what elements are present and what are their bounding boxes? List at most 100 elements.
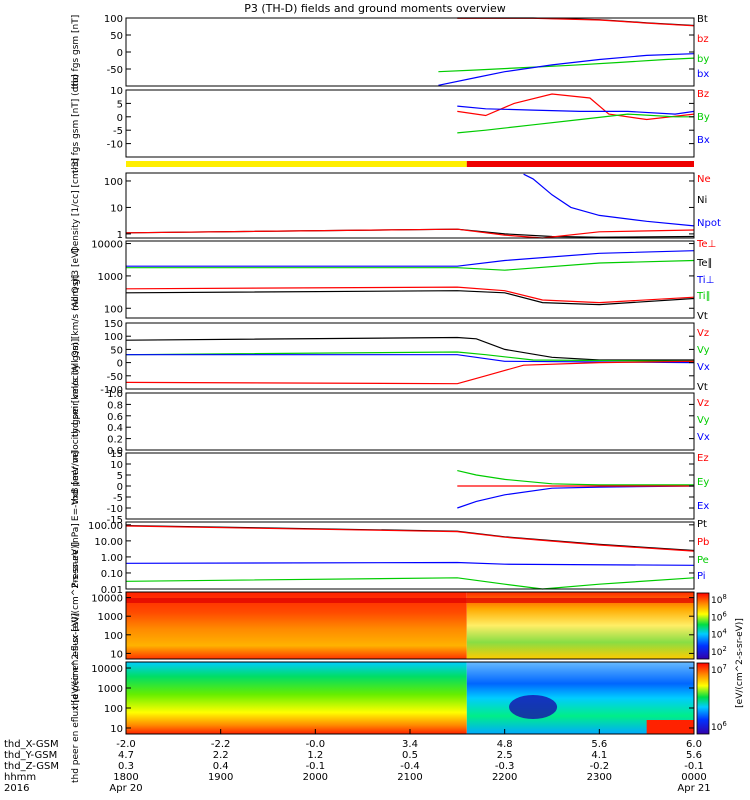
y-tick-label: 0 (117, 359, 123, 370)
ion-spectrogram-after (466, 592, 694, 659)
footer-row-label: 2016 (4, 783, 29, 794)
legend-entry: Pe (697, 555, 709, 566)
series-line-2-0 (125, 228, 695, 238)
y-axis-label: thd fgs gsm [nT] (71, 15, 81, 90)
footer-value: 4.8 (497, 739, 513, 750)
legend-entry: Pb (697, 537, 709, 548)
footer-value: 0.5 (402, 750, 418, 761)
series-line-4-3 (125, 360, 695, 385)
legend-entry: Vy (697, 345, 710, 356)
x-tick-label: 2200 (492, 772, 517, 783)
y-tick-label: 100 (104, 332, 123, 343)
y-tick-label: 0 (117, 48, 123, 59)
series-line-3-0 (126, 250, 695, 267)
y-tick-label: 5 (117, 99, 123, 110)
y-tick-label: 1 (117, 230, 123, 241)
series-line-4-2 (126, 354, 695, 364)
y-tick-label: -15 (107, 515, 123, 526)
footer-value: 6.0 (686, 739, 702, 750)
series-line-7-1 (125, 525, 695, 552)
series-line-3-1 (126, 259, 695, 271)
y-axis-label: thd peer velocity gsm [km/s (All Qs)] (71, 339, 81, 505)
legend-entry: Bx (697, 135, 710, 146)
series-line-3-2 (125, 286, 695, 304)
legend-entry: Pt (697, 519, 707, 530)
y-tick-label: 10 (110, 203, 123, 214)
y-tick-label: 5 (117, 471, 123, 482)
series-line-7-3 (125, 577, 695, 590)
y-tick-label: 0.6 (107, 412, 123, 423)
ion-spectrogram-band (126, 598, 694, 603)
series-line-4-0 (125, 336, 694, 361)
y-tick-label: 100 (104, 704, 123, 715)
y-tick-label: 0.4 (107, 423, 123, 434)
y-tick-label: 50 (110, 31, 123, 42)
panel-frame (125, 322, 695, 390)
y-tick-label: -50 (107, 372, 123, 383)
legend-entry: Te⊥ (696, 239, 716, 250)
colorbar-tick-label: 106 (711, 610, 727, 623)
y-tick-label: 50 (110, 345, 123, 356)
y-axis-label: Density [1/cc] [cm-3] (71, 158, 81, 253)
state-bar-yellow (126, 161, 467, 167)
colorbar (696, 662, 710, 735)
y-axis-label: thd peir en eflux [eV/(cm^2-s-sr-eV)] (71, 542, 81, 709)
footer-value: 5.6 (686, 750, 702, 761)
footer-value: -0.0 (306, 739, 326, 750)
y-tick-label: 0.2 (107, 435, 123, 446)
legend-entry: Vx (697, 432, 710, 443)
legend-entry: by (697, 54, 709, 65)
y-axis-label: E=-VxB [mV/m] (71, 451, 81, 521)
y-tick-label: 10 (110, 649, 123, 660)
colorbar-tick-label: 106 (711, 720, 727, 733)
y-tick-label: 10 (110, 86, 123, 97)
series-line-4-1 (125, 351, 695, 362)
legend-entry: By (697, 112, 710, 123)
legend-entry: Ti∥ (696, 291, 711, 302)
legend-entry: Npot (697, 218, 721, 229)
panel-frame (125, 17, 695, 87)
y-tick-label: 100 (104, 177, 123, 188)
legend-entry: Ni (697, 195, 707, 206)
y-tick-label: 100 (104, 304, 123, 315)
series-line-7-0 (125, 525, 695, 552)
y-tick-label: 100.00 (88, 521, 123, 532)
ion-spectrogram-before (126, 592, 467, 659)
footer-value: 2.2 (213, 750, 229, 761)
y-tick-label: 10000 (91, 664, 123, 675)
legend-entry: Pi (697, 571, 706, 582)
y-tick-label: 1000 (98, 612, 123, 623)
footer-value: -0.2 (590, 761, 610, 772)
legend-entry: Ey (697, 477, 709, 488)
footer-value: -0.4 (400, 761, 420, 772)
series-line-1-1 (457, 113, 694, 134)
legend-entry: Vy (697, 415, 710, 426)
y-tick-label: 0 (117, 482, 123, 493)
panel-frame (125, 89, 695, 158)
y-axis-label: thd peir velocity gsm [km/s (All Qs)] (71, 275, 81, 438)
series-line-1-0 (457, 93, 695, 121)
series-line-6-0 (457, 470, 694, 486)
y-tick-label: -10 (107, 140, 123, 151)
legend-entry: bz (697, 34, 709, 45)
electron-high-flux (646, 720, 694, 734)
y-tick-label: 0.01 (101, 585, 123, 596)
y-tick-label: 10 (110, 460, 123, 471)
footer-value: 0.4 (213, 761, 229, 772)
colorbar (696, 592, 710, 660)
series-line-3-3 (125, 290, 695, 306)
y-tick-label: 0.8 (107, 400, 123, 411)
x-tick-label: 2000 (303, 772, 328, 783)
series-line-2-2 (523, 173, 695, 227)
series-line-0-3 (438, 53, 695, 86)
y-axis-label: thd peer en eflux [eV/(cm^2-s-sr-eV)] (71, 613, 81, 783)
x-tick-label: 2300 (587, 772, 612, 783)
y-tick-label: 150 (104, 319, 123, 330)
y-axis-label: Pressure [nPa] (71, 523, 81, 588)
legend-entry: Vx (697, 362, 710, 373)
colorbar-tick-label: 108 (711, 593, 727, 606)
legend-entry: bx (697, 69, 709, 80)
footer-row-label: thd_X-GSM (4, 739, 59, 750)
legend-entry: Vt (697, 311, 708, 322)
footer-value: -2.2 (211, 739, 231, 750)
